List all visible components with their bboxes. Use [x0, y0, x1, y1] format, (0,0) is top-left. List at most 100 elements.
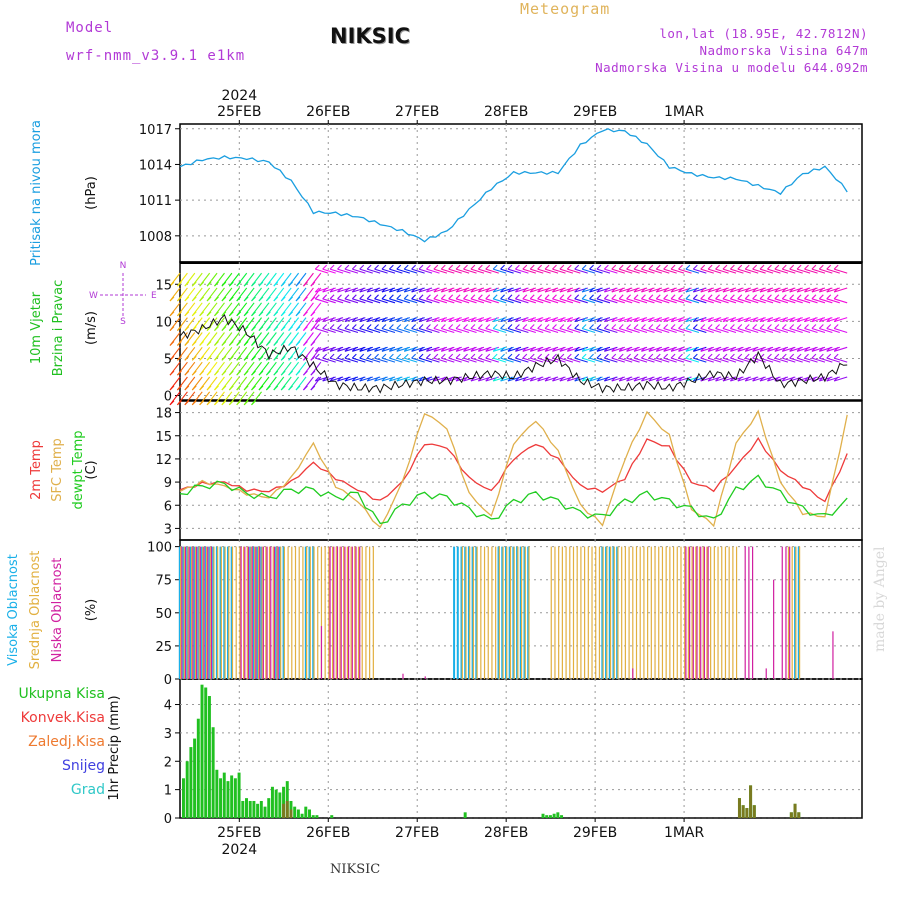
wind-barb-flag — [722, 287, 728, 293]
wind-barb-flag — [715, 346, 720, 352]
wind-barb-flag — [796, 264, 802, 270]
wind-barb — [774, 298, 789, 304]
wind-barb-flag — [265, 326, 271, 332]
cloud-bar — [528, 546, 530, 679]
wind-barb-flag — [833, 264, 839, 270]
wind-barb-flag — [581, 294, 587, 300]
wind-barb-flag — [433, 287, 439, 293]
wind-barb-flag — [184, 355, 190, 361]
precip-unit-label: 1hr Precip (mm) — [107, 695, 122, 800]
wind-barb-flag — [789, 346, 795, 352]
wind-barb-flag — [685, 317, 691, 323]
wind-barb-flag — [374, 324, 379, 329]
top-date-label-1MAR: 1MAR — [664, 104, 705, 120]
wind-barb-flag — [344, 376, 350, 382]
wind-barb-flag — [618, 353, 624, 359]
wind-barb — [418, 357, 433, 363]
product-title: Meteogram — [520, 0, 611, 18]
wind-barb-flag — [655, 324, 661, 329]
wind-barb — [329, 268, 344, 274]
wind-barb-flag — [559, 294, 565, 300]
wind-barb-flag — [500, 294, 505, 300]
wind-barb — [337, 357, 351, 363]
wind-barb-flag — [818, 294, 824, 300]
wind-barb-flag — [603, 324, 609, 329]
wind-barb — [448, 268, 462, 274]
wind-barb-flag — [692, 346, 698, 352]
wind-barb — [693, 357, 707, 363]
wind-barb-flag — [440, 264, 446, 270]
precip-total-bar — [315, 815, 319, 818]
temp-axis-title-0: 2m Temp — [29, 440, 44, 500]
wind-barb-flag — [426, 294, 431, 300]
wind-barb — [715, 327, 729, 334]
wind-barb-flag — [403, 317, 409, 323]
wind-barb-flag — [826, 264, 832, 270]
cloud-bar — [313, 546, 315, 679]
wind-barb-flag — [169, 311, 175, 317]
wind-barb-flag — [389, 287, 394, 293]
wind-barb-flag — [329, 353, 335, 359]
wind-barb — [515, 298, 529, 304]
wind-barb — [663, 327, 677, 334]
wind-barb-flag — [243, 296, 249, 302]
cloud-bar — [469, 546, 471, 679]
wind-barb-flag — [633, 294, 639, 300]
wind-barb-flag — [544, 264, 550, 270]
wind-barb-flag — [767, 294, 772, 300]
wind-barb — [641, 357, 655, 363]
wind-barb-flag — [670, 264, 676, 270]
wind-barb — [670, 298, 685, 304]
wind-barb — [485, 327, 499, 334]
wind-barb-flag — [692, 376, 698, 382]
wind-barb-flag — [258, 281, 264, 287]
wind-barb-flag — [544, 294, 550, 300]
wind-barb — [522, 298, 536, 304]
wind-barb-flag — [214, 400, 219, 406]
cloud-bar — [669, 546, 671, 679]
wind-barb-flag — [463, 324, 468, 329]
wind-barb — [826, 268, 840, 274]
cloud-bar — [183, 546, 185, 679]
wind-barb-flag — [337, 376, 342, 382]
wind-barb-flag — [411, 346, 417, 352]
wind-barb-flag — [440, 376, 446, 382]
wind-barb — [789, 268, 803, 274]
wind-barb-flag — [633, 353, 639, 359]
wind-barb-flag — [626, 264, 631, 270]
wind-barb-flag — [381, 287, 387, 293]
precip-total-bar — [293, 806, 297, 818]
cloud-bar — [262, 546, 264, 679]
wind-barb-flag — [833, 317, 839, 323]
wind-barb-flag — [485, 324, 491, 329]
wind-barb — [730, 298, 744, 304]
wind-barb-flag — [522, 294, 528, 300]
y-tick-label-15: 15 — [155, 430, 172, 445]
wind-barb-flag — [804, 264, 809, 270]
wind-barb-flag — [537, 294, 543, 300]
wind-barb-flag — [507, 287, 513, 293]
wind-barb — [826, 357, 840, 363]
wind-barb-flag — [611, 376, 617, 382]
cloud-bar — [475, 546, 478, 679]
wind-barb-flag — [303, 326, 308, 332]
precip-total-bar — [282, 786, 286, 818]
cloud-axis-title-1: Srednja Oblacnost — [28, 551, 43, 670]
precip-total-bar — [222, 772, 226, 818]
wind-barb-flag — [214, 370, 219, 376]
cloud-bar — [632, 546, 634, 679]
cloud-bar — [324, 546, 326, 679]
wind-barb-flag — [678, 376, 683, 382]
precip-total-bar — [296, 809, 300, 818]
wind-barb — [381, 268, 396, 274]
wind-barb-flag — [258, 385, 264, 391]
wind-barb-flag — [767, 287, 772, 293]
wind-barb-flag — [463, 287, 468, 293]
wind-barb-flag — [477, 324, 483, 329]
wind-barb-flag — [329, 294, 335, 300]
wind-barb — [322, 327, 336, 334]
wind-barb-flag — [781, 287, 787, 293]
wind-barb-flag — [730, 294, 735, 300]
wind-barb-flag — [633, 264, 639, 270]
wind-barb-flag — [389, 317, 394, 323]
